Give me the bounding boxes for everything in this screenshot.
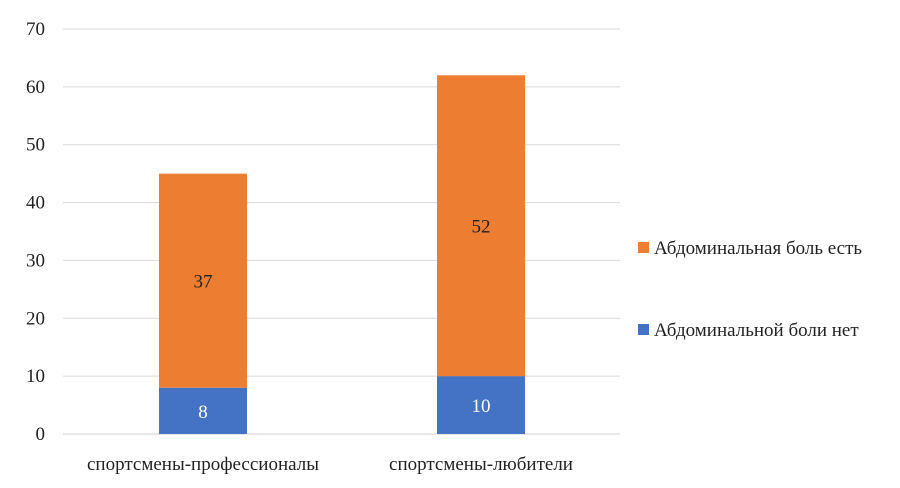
data-label: 52: [472, 217, 491, 238]
bar-segment: [159, 173, 247, 388]
y-tick-label: 20: [26, 308, 45, 329]
data-labels: 8 37 10 52: [194, 217, 491, 423]
gridlines: [63, 28, 620, 435]
y-tick-label: 10: [26, 366, 45, 387]
x-category-label: спортсмены-любители: [389, 454, 573, 475]
x-axis-categories: спортсмены-профессионалы спортсмены-любит…: [87, 454, 573, 475]
bars: [159, 75, 525, 434]
data-label: 37: [194, 272, 213, 293]
legend-label: Абдоминальной боли нет: [654, 320, 859, 341]
data-label: 8: [198, 402, 208, 423]
y-tick-label: 0: [36, 424, 46, 445]
y-tick-label: 40: [26, 193, 45, 214]
data-label: 10: [472, 396, 491, 417]
legend-swatch: [638, 242, 649, 253]
y-tick-label: 30: [26, 250, 45, 271]
bar-segment: [437, 75, 525, 377]
bar-segment: [437, 376, 525, 434]
x-category-label: спортсмены-профессионалы: [87, 454, 319, 475]
legend-swatch: [638, 324, 649, 335]
y-tick-label: 50: [26, 135, 45, 156]
legend-label: Абдоминальная боль есть: [654, 238, 862, 259]
y-axis-ticks: 0 10 20 30 40 50 60 70: [26, 19, 45, 445]
legend: Абдоминальная боль есть Абдоминальной бол…: [638, 238, 862, 341]
y-tick-label: 70: [26, 19, 45, 40]
y-tick-label: 60: [26, 77, 45, 98]
bar-segment: [159, 387, 247, 434]
